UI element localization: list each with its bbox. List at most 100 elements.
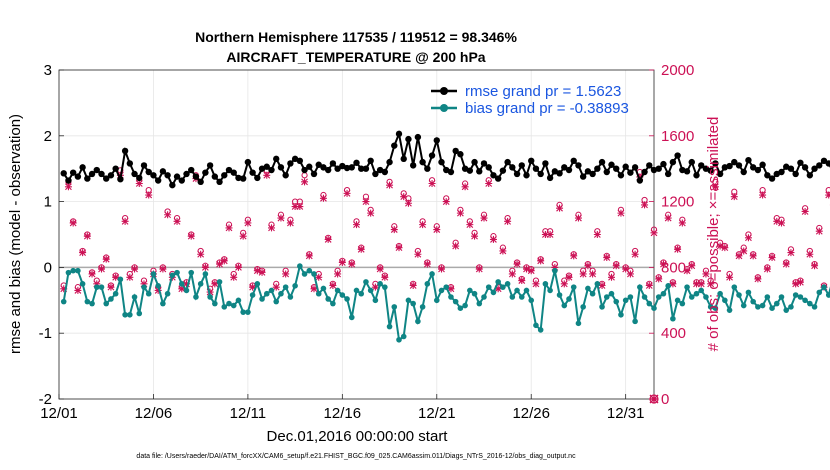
obs-assimilated-point — [423, 260, 431, 268]
obs-assimilated-point — [532, 280, 540, 288]
bias-point — [462, 302, 468, 309]
data-file-note: data file: /Users/raeder/DAI/ATM_forcXX/… — [136, 453, 576, 460]
rmse-point — [395, 130, 403, 138]
rmse-point — [103, 175, 110, 182]
bias-point — [358, 290, 365, 297]
bias-point — [797, 294, 804, 300]
obs-possible-point — [825, 186, 830, 194]
obs-assimilated-point — [674, 245, 682, 253]
rmse-point — [490, 172, 497, 179]
obs-assimilated-point — [466, 221, 474, 229]
bias-point — [320, 285, 327, 292]
bias-point — [70, 267, 76, 274]
rmse-point — [438, 158, 445, 166]
rmse-point — [414, 133, 422, 141]
rmse-point — [513, 170, 521, 178]
obs-assimilated-point — [197, 250, 205, 258]
rmse-point — [343, 164, 351, 172]
bias-point — [65, 269, 72, 276]
obs-assimilated-point — [565, 273, 573, 281]
obs-assimilated-point — [216, 260, 224, 268]
x-tick-label: 12/01 — [40, 405, 78, 422]
obs-assimilated-point — [353, 221, 360, 229]
rmse-point — [646, 162, 653, 169]
obs-assimilated-point — [64, 183, 72, 191]
plot-area — [59, 70, 654, 399]
obs-assimilated-point — [433, 226, 441, 234]
rmse-point — [88, 170, 96, 178]
y-right-tick-label: 1600 — [661, 128, 694, 145]
assimilated-zero — [649, 394, 659, 404]
obs-assimilated-point — [669, 280, 677, 288]
rmse-point — [792, 170, 799, 178]
obs-assimilated-point — [523, 265, 530, 273]
rmse-point — [598, 158, 606, 166]
bias-point — [698, 287, 705, 294]
bias-point — [684, 284, 690, 290]
rmse-point — [306, 163, 313, 170]
y-tick-label: 3 — [44, 62, 52, 79]
bias-point — [726, 307, 733, 313]
obs-assimilated-point — [74, 286, 82, 294]
obs-assimilated-point — [98, 265, 105, 273]
obs-assimilated-point — [145, 191, 153, 199]
rmse-point — [117, 176, 124, 183]
rmse-point — [367, 157, 374, 165]
rmse-point — [561, 164, 568, 171]
rmse-point — [759, 161, 766, 168]
bias-point — [646, 300, 653, 307]
rmse-point — [617, 172, 625, 179]
bias-point — [495, 279, 501, 285]
bias-point — [457, 305, 464, 311]
rmse-point — [428, 152, 436, 159]
obs-assimilated-point — [513, 260, 521, 268]
rmse-point — [391, 142, 398, 149]
rmse-point — [816, 162, 823, 169]
bias-point — [254, 281, 261, 287]
y-tick-label: 2 — [44, 128, 52, 145]
bias-point — [193, 294, 199, 300]
obs-assimilated-point — [319, 194, 327, 202]
bias-point — [377, 281, 383, 287]
y-tick-label: -2 — [39, 391, 52, 408]
rmse-point — [409, 162, 417, 169]
bias-point — [245, 309, 251, 315]
bias-point — [415, 318, 421, 325]
bias-point — [485, 284, 492, 290]
bias-point — [98, 284, 105, 290]
y-tick-label: 0 — [44, 259, 52, 276]
bias-point — [778, 294, 785, 300]
obs-assimilated-point — [716, 242, 724, 250]
obs-assimilated-point — [796, 278, 804, 286]
bias-point — [792, 292, 799, 298]
obs-assimilated-point — [655, 275, 663, 283]
bias-point — [471, 290, 478, 297]
bias-point — [802, 297, 808, 304]
obs-assimilated-point — [102, 255, 110, 263]
rmse-point — [353, 159, 360, 166]
rmse-point — [712, 160, 719, 167]
bias-point — [570, 284, 577, 290]
bias-point — [504, 281, 511, 287]
obs-assimilated-point — [475, 265, 483, 273]
obs-assimilated-point — [518, 277, 526, 285]
legend-bias-marker — [440, 104, 448, 112]
rmse-point — [811, 165, 818, 172]
obs-assimilated-point — [291, 203, 299, 211]
bias-point — [282, 284, 289, 290]
bias-point — [311, 271, 317, 277]
bias-point — [216, 279, 223, 285]
rmse-point — [249, 169, 256, 176]
obs-assimilated-point — [83, 232, 91, 240]
obs-assimilated-point — [272, 283, 280, 291]
obs-assimilated-point — [683, 267, 691, 275]
bias-point — [315, 290, 322, 297]
bias-point — [188, 269, 195, 276]
bias-point — [226, 300, 232, 307]
rmse-point — [358, 165, 365, 172]
obs-assimilated-point — [404, 199, 412, 207]
bias-point — [287, 294, 294, 300]
rmse-point — [471, 158, 478, 166]
obs-assimilated-point — [537, 257, 545, 265]
bias-point — [556, 292, 563, 298]
